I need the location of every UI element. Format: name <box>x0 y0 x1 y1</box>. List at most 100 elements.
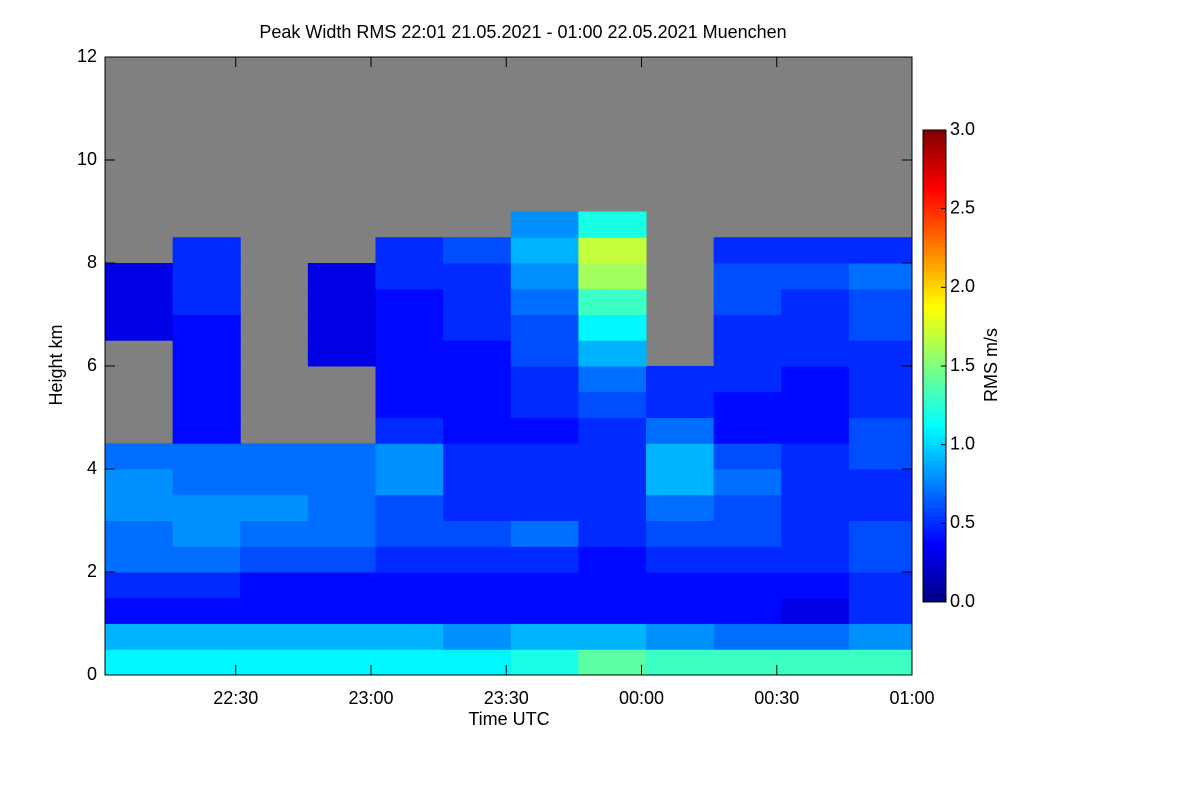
heatmap-cell <box>105 263 174 290</box>
colorbar-segment <box>923 421 946 426</box>
heatmap-cell <box>240 572 309 599</box>
heatmap-cell <box>713 237 782 264</box>
heatmap-cell <box>375 572 444 599</box>
heatmap-cell <box>578 417 647 444</box>
heatmap-cell <box>646 366 715 393</box>
colorbar-segment <box>923 405 946 410</box>
heatmap-cell <box>848 263 913 290</box>
colorbar-segment <box>923 460 946 465</box>
heatmap-cell <box>375 597 444 624</box>
heatmap-cell <box>375 494 444 521</box>
heatmap-cell <box>172 520 241 547</box>
heatmap-cell <box>781 443 850 470</box>
colorbar-segment <box>923 165 946 170</box>
colorbar-segment <box>923 248 946 253</box>
heatmap-cell <box>307 520 377 547</box>
heatmap-cell <box>105 649 174 676</box>
heatmap-cell <box>510 469 579 496</box>
colorbar-segment <box>923 527 946 532</box>
heatmap-cell <box>781 597 850 624</box>
colorbar-segment <box>923 495 946 501</box>
heatmap-cell <box>713 494 782 521</box>
colorbar-segment <box>923 535 946 540</box>
heatmap-cell <box>578 391 647 418</box>
colorbar-tick-label: 1.5 <box>950 355 975 375</box>
heatmap-cell <box>240 494 309 521</box>
colorbar-segment <box>923 409 946 414</box>
heatmap-cell <box>443 649 512 676</box>
heatmap-cell <box>646 546 715 573</box>
heatmap-cell <box>713 314 782 341</box>
heatmap-cell <box>713 469 782 496</box>
colorbar-segment <box>923 503 946 509</box>
heatmap-cell <box>781 649 850 676</box>
heatmap-cell <box>578 443 647 470</box>
heatmap-cell <box>781 314 850 341</box>
heatmap-cell <box>848 288 913 315</box>
heatmap-cell <box>375 443 444 470</box>
colorbar-segment <box>923 413 946 418</box>
colorbar-segment <box>923 216 946 221</box>
colorbar-segment <box>923 369 946 375</box>
colorbar-segment <box>923 358 946 363</box>
heatmap-cell <box>172 546 241 573</box>
colorbar-segment <box>923 515 946 520</box>
heatmap-cell <box>578 288 647 315</box>
heatmap-cell <box>307 263 377 290</box>
colorbar-segment <box>923 428 946 434</box>
heatmap-cell <box>307 623 377 650</box>
colorbar-segment <box>923 448 946 454</box>
colorbar-segment <box>923 145 946 151</box>
colorbar-segment <box>923 200 946 206</box>
colorbar-tick-label: 3.0 <box>950 119 975 139</box>
heatmap-cell <box>375 649 444 676</box>
colorbar-segment <box>923 570 946 575</box>
heatmap-cell <box>307 649 377 676</box>
colorbar-segment <box>923 558 946 564</box>
heatmap-cell <box>375 314 444 341</box>
colorbar-segment <box>923 303 946 308</box>
colorbar-segment <box>923 531 946 536</box>
heatmap-cell <box>578 623 647 650</box>
colorbar-segment <box>923 464 946 469</box>
colorbar-segment <box>923 275 946 280</box>
heatmap-cell <box>578 572 647 599</box>
heatmap-cell <box>443 340 512 367</box>
heatmap-cell <box>713 546 782 573</box>
heatmap-cell <box>375 520 444 547</box>
colorbar-segment <box>923 484 946 489</box>
colorbar-segment <box>923 590 946 595</box>
x-tick-label: 22:30 <box>213 688 258 708</box>
heatmap-cell <box>510 623 579 650</box>
colorbar-segment <box>923 259 946 265</box>
heatmap-cell <box>781 237 850 264</box>
colorbar-segment <box>923 267 946 273</box>
colorbar-segment <box>923 574 946 579</box>
colorbar-segment <box>923 141 946 147</box>
heatmap-cell <box>172 494 241 521</box>
colorbar-segment <box>923 149 946 155</box>
colorbar-segment <box>923 554 946 560</box>
colorbar-segment <box>923 177 946 182</box>
colorbar-segment <box>923 393 946 398</box>
y-tick-label: 10 <box>77 149 97 169</box>
colorbar-segment <box>923 212 946 218</box>
colorbar-segment <box>923 240 946 245</box>
heatmap-cell <box>578 546 647 573</box>
heatmap-cell <box>781 366 850 393</box>
heatmap-cell <box>443 263 512 290</box>
colorbar-segment <box>923 322 946 328</box>
colorbar-segment <box>923 130 946 135</box>
heatmap-cell <box>646 520 715 547</box>
colorbar-segment <box>923 440 946 446</box>
heatmap-cell <box>443 597 512 624</box>
heatmap-cell <box>240 546 309 573</box>
colorbar-segment <box>923 220 946 225</box>
heatmap-cell <box>713 597 782 624</box>
heatmap-cell <box>646 623 715 650</box>
colorbar-segment <box>923 476 946 481</box>
colorbar-segment <box>923 507 946 513</box>
heatmap-cell <box>781 340 850 367</box>
heatmap-cell <box>443 469 512 496</box>
heatmap-cell <box>713 520 782 547</box>
